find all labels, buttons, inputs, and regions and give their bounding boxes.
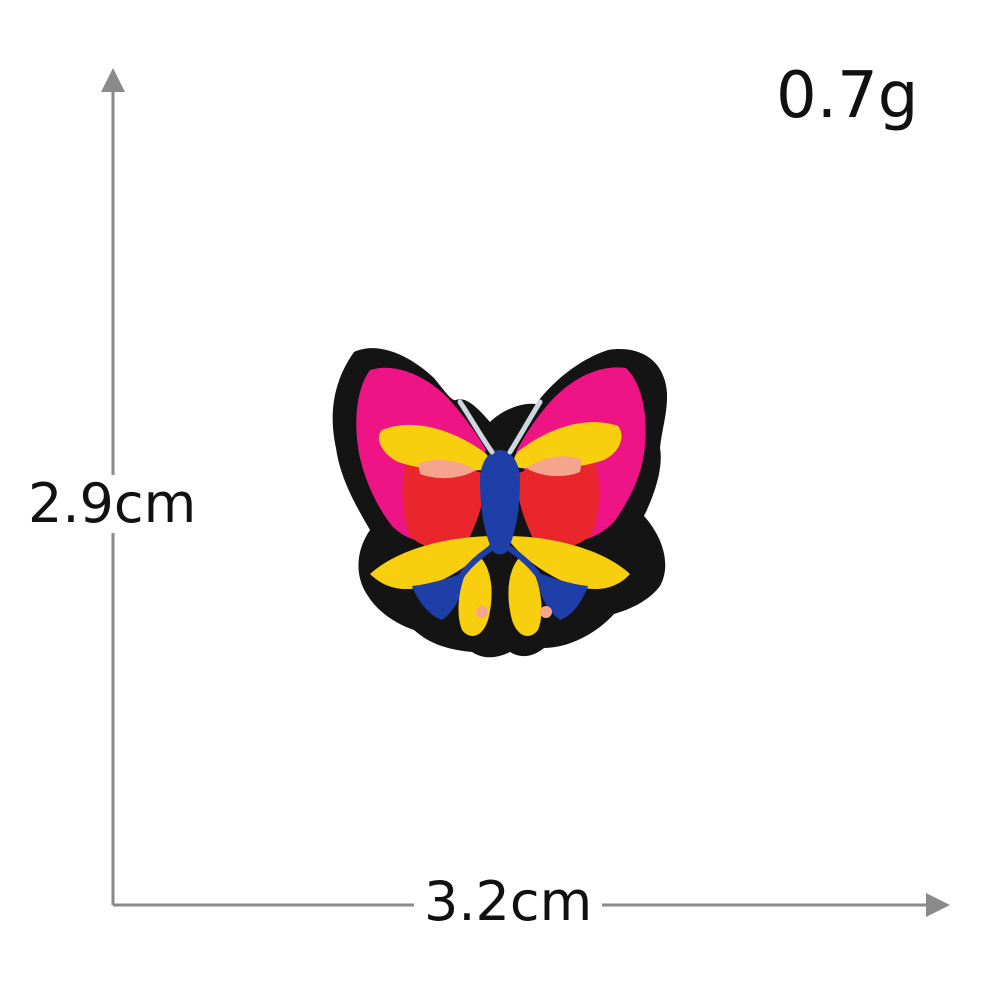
left-wing-peach-accent [418, 459, 476, 479]
left-wing-yellow-stripe [378, 424, 490, 471]
body-vein-right [504, 543, 553, 598]
height-dimension-label: 2.9cm [28, 472, 197, 535]
left-hindwing-yellow [370, 536, 496, 590]
right-wing-red [516, 457, 600, 549]
weight-label: 0.7g [776, 59, 919, 133]
width-axis-arrowhead [926, 893, 950, 917]
right-tail-lobe [508, 554, 542, 636]
height-axis-arrowhead [101, 68, 125, 92]
width-dimension-label: 3.2cm [414, 875, 603, 929]
right-wing-peach-accent [526, 456, 582, 477]
antenna-right [507, 399, 543, 455]
right-tail-dot [540, 606, 552, 618]
butterfly-body [480, 450, 520, 555]
right-wing-yellow-stripe [514, 422, 622, 469]
left-tail-dot [476, 606, 488, 618]
antenna-left [457, 399, 495, 455]
right-hindwing-yellow [506, 536, 630, 590]
left-wing-red [402, 459, 486, 549]
body-vein-left [447, 543, 496, 598]
butterfly-patch-image [332, 348, 668, 658]
